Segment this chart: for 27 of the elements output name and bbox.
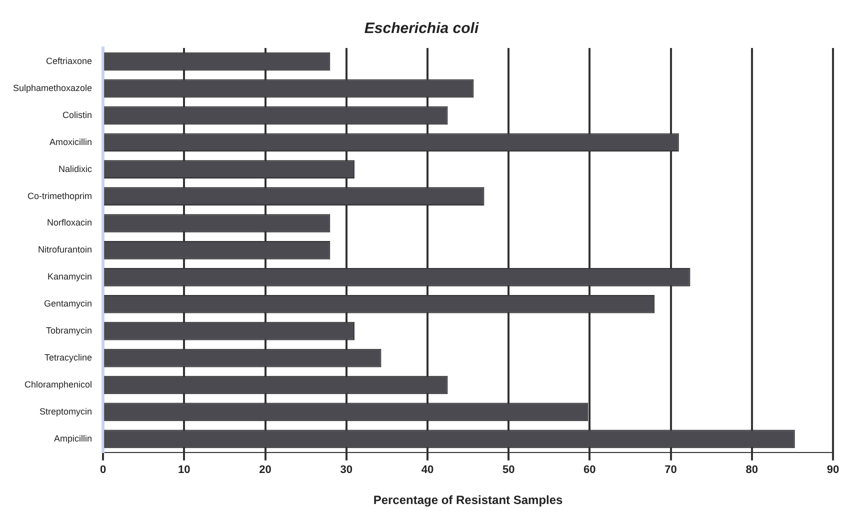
x-tick-label: 90 bbox=[826, 464, 840, 476]
y-tick-label: Chloramphenicol bbox=[24, 379, 92, 390]
x-tick-label: 70 bbox=[664, 464, 677, 476]
y-tick-label: Co-trimethoprim bbox=[28, 190, 92, 201]
y-tick-label: Tetracycline bbox=[44, 352, 92, 363]
x-tick-label: 80 bbox=[746, 464, 758, 476]
x-axis-title: Percentage of Resistant Samples bbox=[373, 493, 564, 508]
y-tick-label: Amoxicillin bbox=[50, 136, 92, 147]
x-tick-label: 50 bbox=[502, 464, 515, 476]
y-tick-label: Gentamycin bbox=[44, 298, 92, 309]
chart-title: Escherichia coli bbox=[364, 20, 480, 38]
x-tick-label: 60 bbox=[584, 464, 596, 476]
y-tick-label: Ampicillin bbox=[54, 433, 92, 444]
y-tick-label: Sulphamethoxazole bbox=[12, 82, 92, 93]
x-tick-label: 20 bbox=[259, 464, 272, 476]
x-tick-label: 30 bbox=[340, 464, 352, 476]
y-tick-label: Norfloxacin bbox=[47, 218, 92, 228]
x-tick-label: 10 bbox=[178, 464, 190, 476]
y-tick-label: Nitrofurantoin bbox=[38, 244, 92, 255]
y-tick-label: Kanamycin bbox=[48, 272, 92, 282]
y-tick-label: Colistin bbox=[62, 110, 92, 120]
x-tick-label: 0 bbox=[100, 464, 106, 476]
y-tick-label: Tobramycin bbox=[46, 326, 92, 336]
x-tick-label: 40 bbox=[421, 464, 434, 476]
y-tick-label: Ceftriaxone bbox=[46, 56, 92, 66]
y-tick-label: Streptomycin bbox=[40, 406, 92, 416]
y-tick-label: Nalidixic bbox=[58, 164, 93, 174]
